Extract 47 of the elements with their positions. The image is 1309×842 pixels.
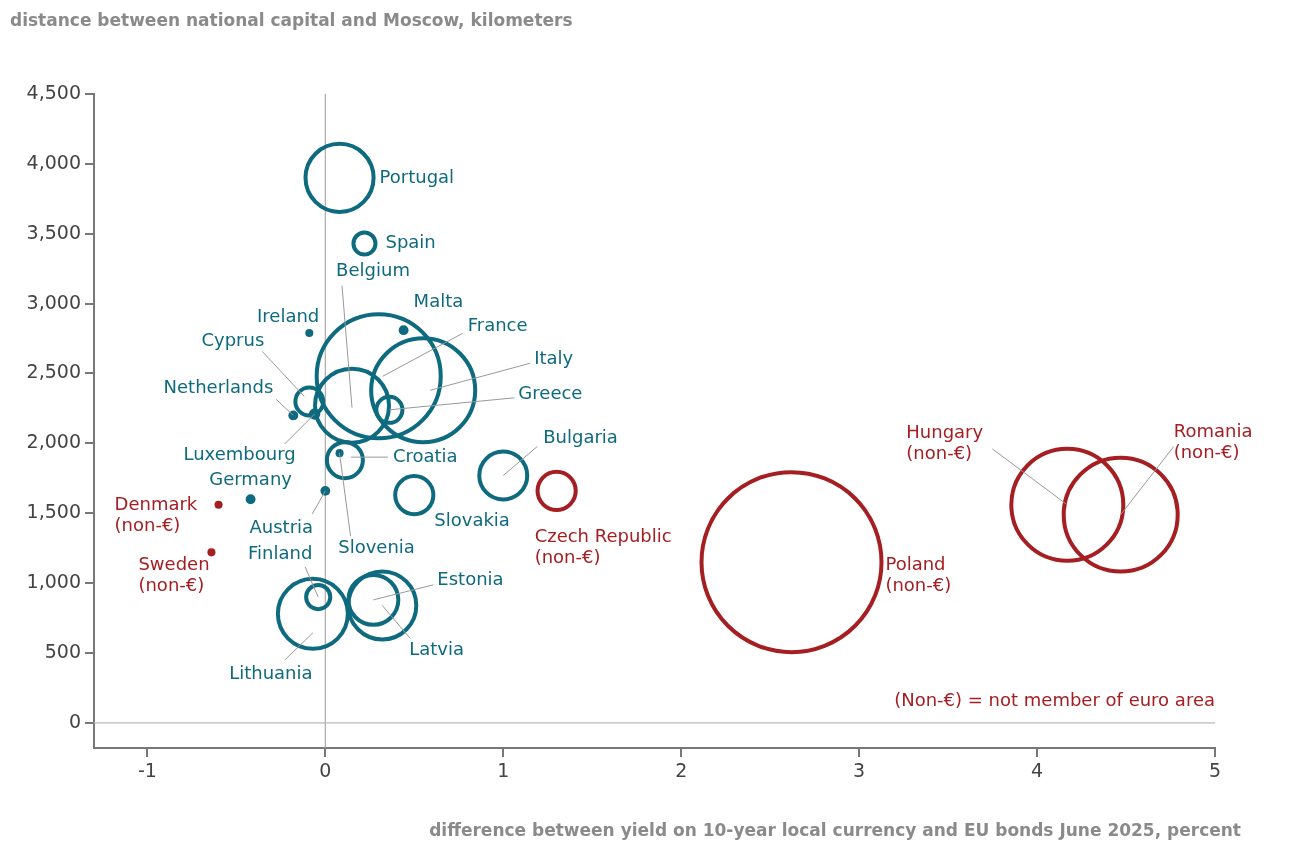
annotation: Luxembourg [183, 442, 296, 464]
x-tick-label: 3 [853, 759, 866, 782]
y-tick-label: 3,000 [26, 290, 81, 313]
annotation: Belgium [336, 259, 410, 281]
x-tick-label: 0 [319, 759, 332, 782]
x-tick-label: 1 [497, 759, 510, 782]
annotation: Romania (non-€) [1173, 420, 1253, 463]
annotation: Sweden (non-€) [138, 553, 210, 596]
y-tick-label: 0 [68, 709, 81, 732]
y-tick-label: 2,500 [26, 360, 81, 383]
annotation: Greece [518, 382, 583, 404]
x-axis-title: difference between yield on 10-year local currency and EU bonds June 2025, percent [429, 820, 1241, 840]
y-tick-label: 1,500 [26, 500, 81, 523]
annotation: Latvia [409, 638, 465, 660]
x-tick-label: -1 [137, 759, 157, 782]
annotation: Austria [249, 515, 314, 537]
annotation: Germany [209, 467, 293, 489]
annotation: Italy [534, 346, 574, 368]
annotation: Hungary (non-€) [906, 420, 984, 463]
annotation: (Non-€) = not member of euro area [894, 688, 1215, 710]
annotation: Slovenia [338, 535, 415, 557]
y-tick-label: 2,000 [26, 430, 81, 453]
annotation: Finland [248, 541, 313, 563]
annotation: Poland (non-€) [885, 552, 952, 595]
annotation: Cyprus [201, 329, 265, 351]
annotation: Netherlands [163, 376, 274, 398]
annotation: Croatia [392, 444, 458, 466]
annotation: Spain [385, 231, 436, 253]
annotation: Malta [413, 289, 464, 311]
x-tick-label: 2 [675, 759, 688, 782]
annotation: Czech Republic (non-€) [534, 524, 672, 567]
y-tick-label: 4,000 [26, 150, 81, 173]
annotation: Bulgaria [543, 426, 618, 448]
x-tick-label: 4 [1031, 759, 1044, 782]
y-tick-label: 1,000 [26, 570, 81, 593]
annotation: Ireland [257, 304, 320, 326]
x-tick-label: 5 [1208, 759, 1222, 782]
y-tick-label: 500 [44, 639, 81, 662]
annotation: Portugal [379, 165, 455, 187]
annotation: Lithuania [229, 661, 313, 683]
y-tick-label: 3,500 [26, 220, 81, 243]
y-axis-title: distance between national capital and Moscow, kilometers [10, 10, 573, 30]
annotation: Estonia [437, 567, 504, 589]
annotation: Denmark (non-€) [114, 492, 198, 535]
annotation: Slovakia [434, 508, 510, 530]
y-tick-label: 4,500 [26, 80, 81, 103]
annotation: France [467, 313, 528, 335]
